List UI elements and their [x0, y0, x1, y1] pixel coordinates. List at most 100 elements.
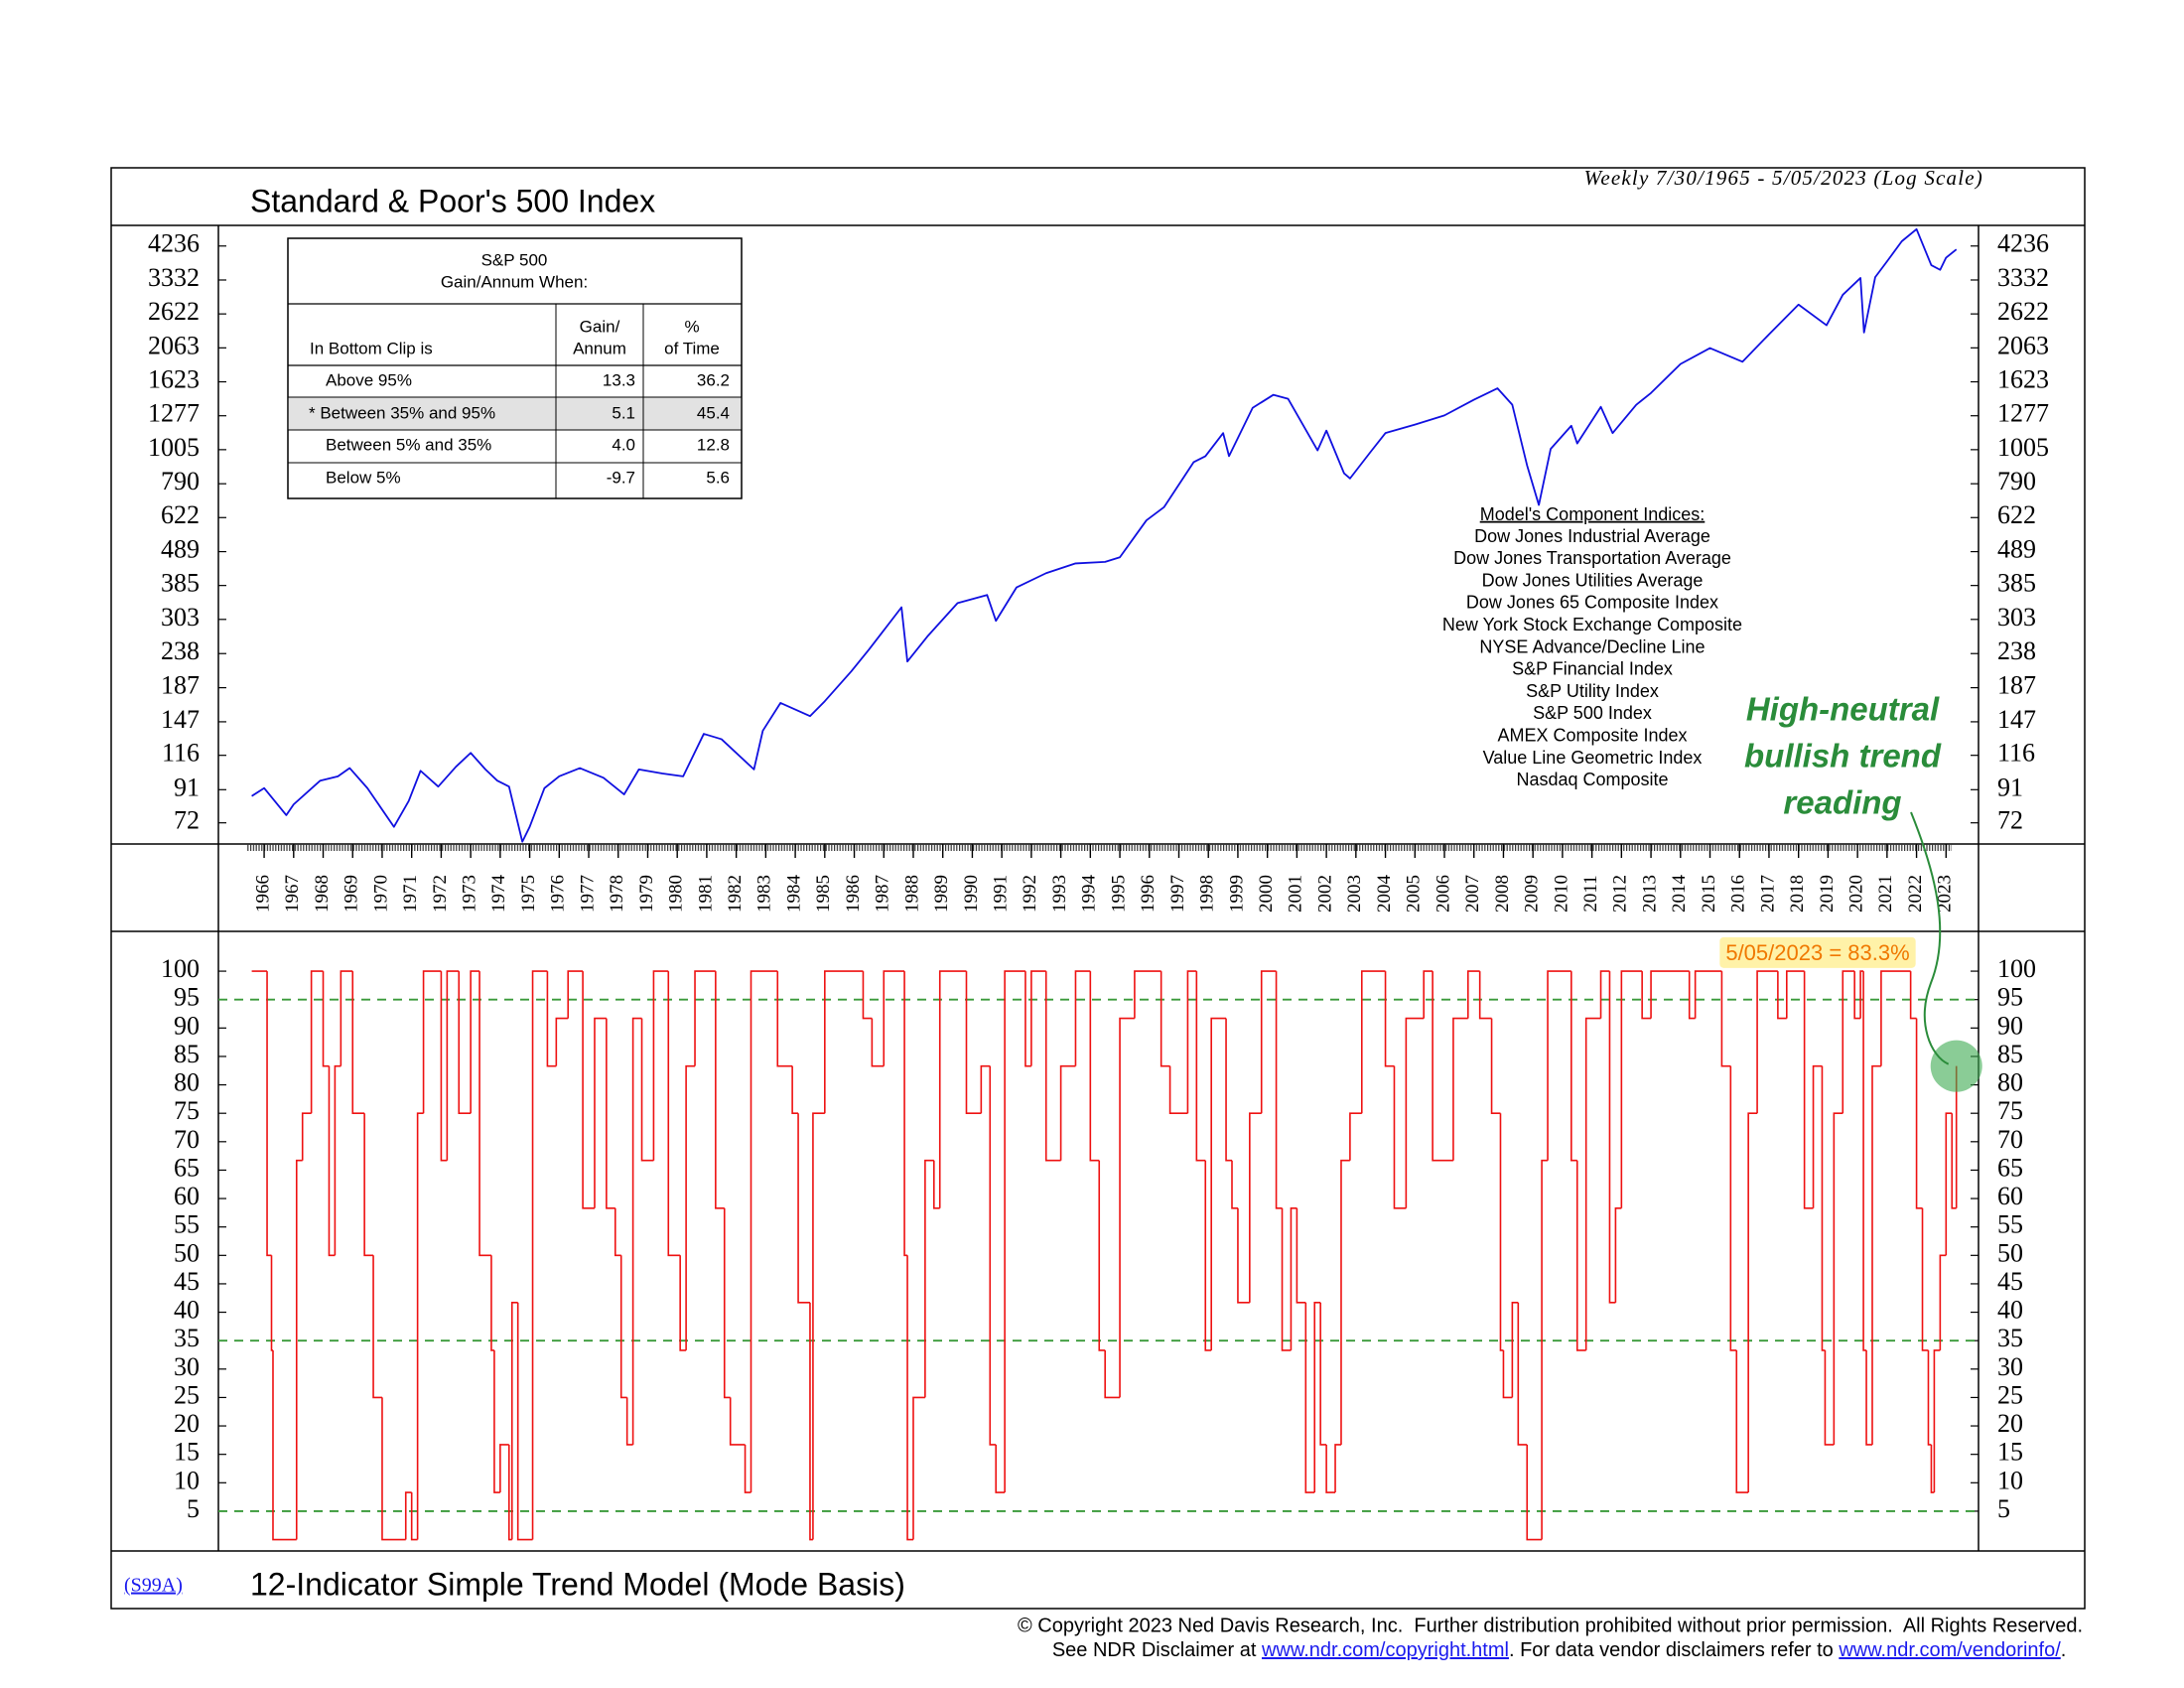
trend-step — [510, 1302, 518, 1540]
highlight-row — [288, 397, 742, 430]
trend-step — [1296, 1207, 1306, 1304]
trend-step — [1824, 1349, 1835, 1446]
minor-ticks — [246, 844, 1952, 851]
trend-step — [1927, 1349, 1932, 1446]
x-tick-label: 1995 — [1108, 875, 1129, 913]
footer-copyright: © Copyright 2023 Ned Davis Research, Inc… — [1018, 1615, 2083, 1636]
trend-step — [270, 1255, 273, 1351]
y-tick-label: 65 — [174, 1153, 200, 1182]
table-border — [287, 237, 743, 499]
x-tick-label: 1984 — [783, 875, 804, 914]
y-tick-label-right: 30 — [1997, 1352, 2023, 1381]
trend-step — [871, 1018, 885, 1067]
footer-link[interactable]: www.ndr.com/vendorinfo/ — [1838, 1639, 2061, 1661]
trend-step — [1089, 971, 1100, 1162]
y-tick-label: 95 — [174, 983, 200, 1012]
trend-step — [410, 1492, 418, 1541]
trend-step — [490, 1255, 494, 1351]
trend-step — [619, 1255, 627, 1399]
trend-step — [334, 1064, 341, 1256]
trend-step — [1490, 1018, 1501, 1114]
table-cell: 12.8 — [697, 435, 730, 454]
trend-step — [932, 1160, 940, 1209]
trend-step — [679, 1255, 687, 1351]
x-tick-label: 2018 — [1787, 875, 1808, 913]
trend-step — [1915, 1018, 1923, 1209]
trend-step — [723, 1207, 731, 1399]
x-tick-label: 2002 — [1314, 875, 1335, 913]
table-cell: 5.1 — [612, 403, 635, 422]
trend-step — [614, 1207, 621, 1257]
x-tick-label: 1997 — [1167, 875, 1188, 913]
y-tick-label-right: 80 — [1997, 1068, 2023, 1097]
trend-step — [744, 1444, 751, 1493]
y-tick-label-right: 60 — [1997, 1182, 2023, 1210]
x-tick-label: 1967 — [282, 875, 303, 913]
y-tick-label: 2063 — [148, 331, 200, 359]
y-tick-label: 116 — [162, 739, 200, 768]
trend-step — [404, 1491, 412, 1540]
trend-step — [1641, 971, 1652, 1020]
y-tick-label: 25 — [174, 1380, 200, 1409]
trend-step — [1584, 1017, 1601, 1350]
y-tick-label-right: 91 — [1997, 773, 2023, 801]
trend-step — [1614, 1207, 1622, 1303]
trend-step — [1859, 970, 1864, 1019]
trend-step — [1909, 971, 1917, 1020]
y-tick-label: 85 — [174, 1040, 200, 1068]
x-tick-label: 1979 — [636, 875, 657, 913]
y-tick-label-right: 147 — [1997, 705, 2036, 734]
trend-step — [1319, 1302, 1327, 1446]
y-tick-label-right: 1005 — [1997, 433, 2049, 462]
x-tick-label: 2020 — [1845, 875, 1866, 913]
trend-step — [812, 1112, 825, 1540]
trend-step — [906, 1255, 913, 1541]
trend-step — [1160, 971, 1170, 1067]
footer-text: . For data vendor disclaimers refer to — [1509, 1639, 1839, 1661]
trend-step — [791, 1065, 799, 1114]
trend-step — [1024, 971, 1031, 1067]
trend-step — [1812, 1064, 1823, 1208]
trend-step — [1650, 970, 1690, 1019]
footer-link[interactable]: www.ndr.com/copyright.html — [1261, 1639, 1509, 1661]
trend-step — [1945, 1112, 1953, 1256]
y-tick-label: 15 — [174, 1438, 200, 1467]
trend-step — [1517, 1302, 1528, 1446]
y-tick-label-right: 35 — [1997, 1324, 2023, 1352]
x-tick-label: 1981 — [695, 875, 716, 913]
y-tick-label: 72 — [174, 806, 200, 835]
trend-step — [440, 971, 448, 1162]
trend-step — [295, 1159, 303, 1540]
component-item: S&P Utility Index — [1526, 681, 1659, 701]
y-tick-label: 90 — [174, 1011, 200, 1040]
trend-step — [1729, 1065, 1737, 1351]
table-cell: 5.6 — [706, 468, 730, 487]
trend-step — [546, 971, 557, 1067]
x-tick-label: 2021 — [1875, 875, 1896, 913]
trend-step — [1134, 970, 1161, 1019]
y-tick-label: 30 — [174, 1352, 200, 1381]
trend-step — [1821, 1065, 1826, 1351]
trend-step — [1694, 970, 1722, 1019]
trend-step — [340, 970, 353, 1066]
x-tick-label: 1966 — [252, 875, 273, 913]
trend-step — [606, 1018, 615, 1209]
table-cell: Above 95% — [326, 370, 412, 389]
y-tick-label-right: 72 — [1997, 806, 2023, 835]
trend-step — [531, 970, 548, 1540]
trend-step — [1334, 1444, 1341, 1493]
trend-step — [1853, 971, 1861, 1020]
x-tick-label: 1973 — [459, 875, 479, 913]
trend-step — [809, 1302, 813, 1541]
y-tick-label-right: 15 — [1997, 1438, 2023, 1467]
x-tick-label: 1982 — [725, 875, 746, 913]
chart-code-link[interactable]: (S99A) — [124, 1575, 183, 1597]
trend-step — [729, 1397, 746, 1446]
trend-step — [416, 1112, 424, 1540]
trend-step — [640, 1018, 654, 1162]
footer-text: . — [2061, 1639, 2067, 1661]
trend-step — [797, 1113, 810, 1304]
trend-step — [1865, 1349, 1872, 1446]
trend-step — [1570, 971, 1577, 1162]
x-tick-label: 1985 — [813, 875, 834, 913]
